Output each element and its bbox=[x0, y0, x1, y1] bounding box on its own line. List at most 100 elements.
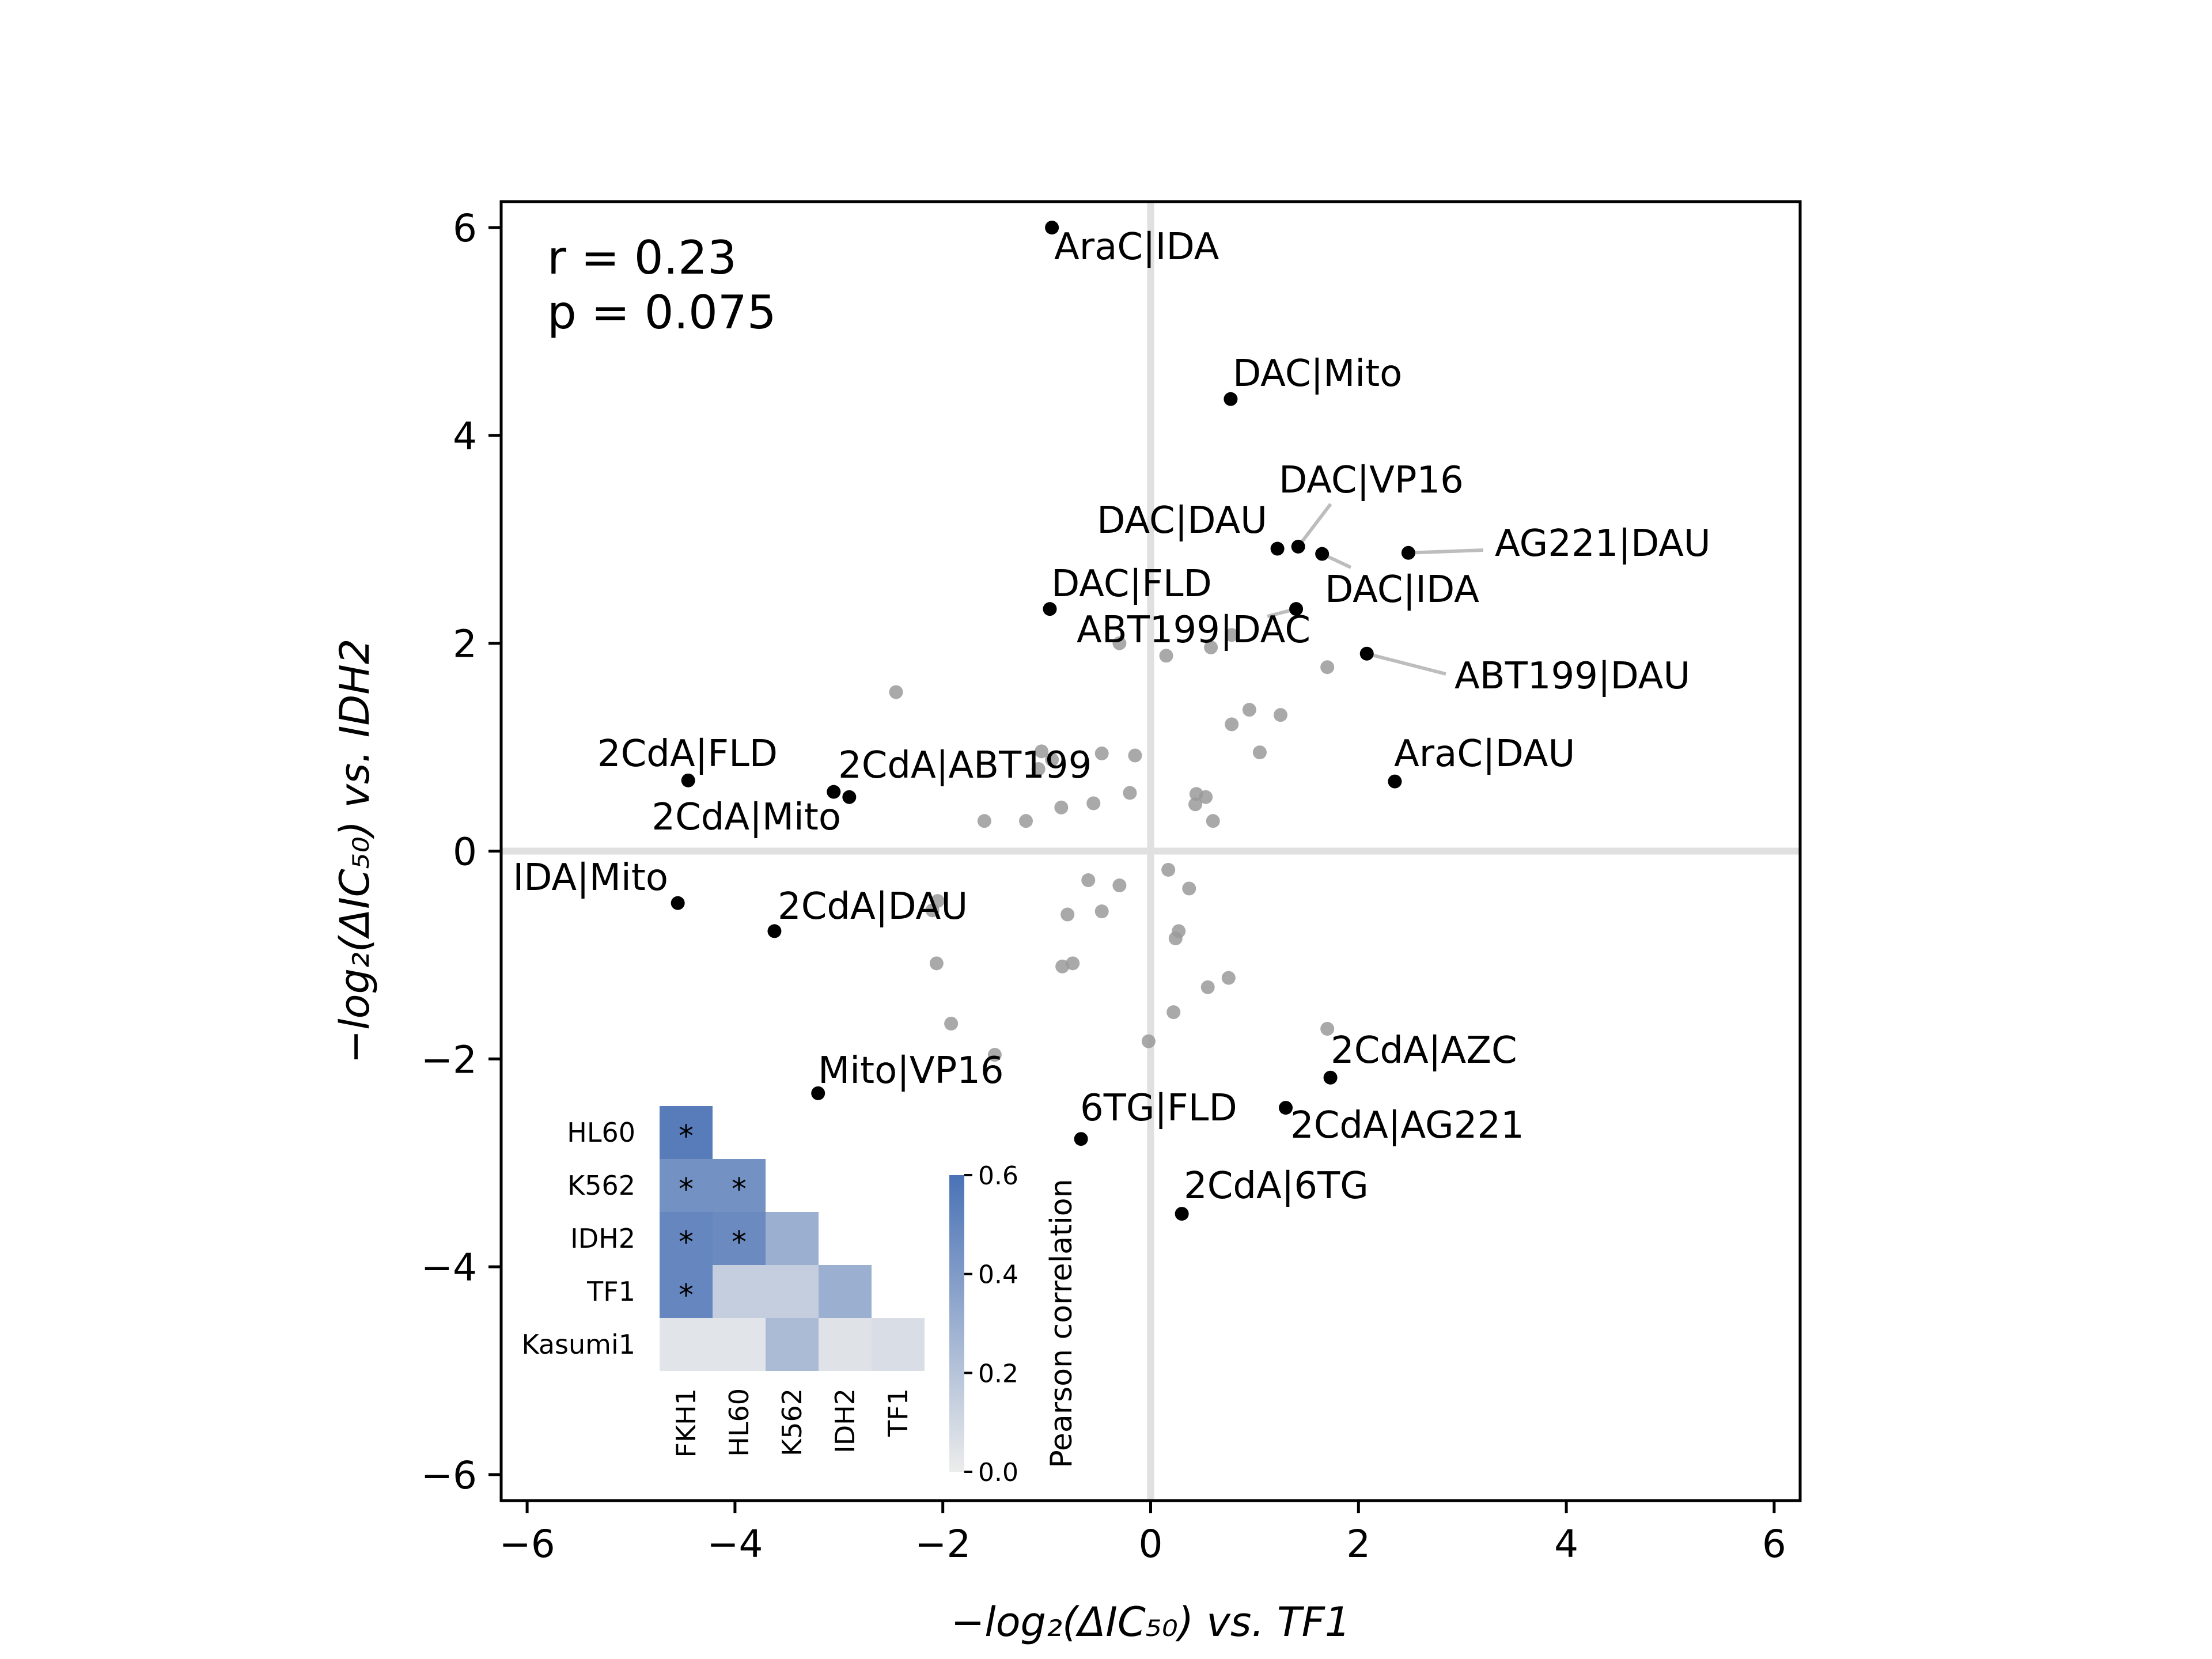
y-axis-ticks: −6 −4 −2 0 2 4 6 bbox=[421, 206, 501, 1498]
x-tick-label: −2 bbox=[915, 1522, 971, 1566]
heatmap-col-label: K562 bbox=[777, 1388, 808, 1456]
colorbar-label: Pearson correlation bbox=[1044, 1179, 1079, 1468]
y-tick-label: 4 bbox=[453, 414, 477, 459]
significance-marker: * bbox=[679, 1119, 694, 1154]
highlighted-point bbox=[681, 773, 695, 787]
highlighted-point bbox=[1074, 1132, 1088, 1146]
point-label: AraC|IDA bbox=[1054, 226, 1219, 268]
background-point bbox=[1054, 800, 1069, 815]
heatmap-col-label: FKH1 bbox=[671, 1388, 702, 1457]
background-point bbox=[1206, 814, 1220, 828]
background-point bbox=[1200, 980, 1215, 994]
reference-lines bbox=[501, 202, 1800, 1501]
leader-line bbox=[1408, 548, 1484, 555]
y-tick-label: −6 bbox=[421, 1453, 477, 1498]
y-tick-label: −2 bbox=[421, 1037, 477, 1082]
point-label: 2CdA|Mito bbox=[652, 796, 841, 839]
background-point bbox=[1242, 703, 1256, 717]
point-label: 2CdA|DAU bbox=[778, 885, 968, 928]
background-point bbox=[929, 956, 944, 971]
background-point bbox=[987, 1048, 1002, 1062]
x-tick-label: 6 bbox=[1762, 1522, 1786, 1566]
significance-marker: * bbox=[679, 1225, 694, 1260]
x-axis-ticks: −6 −4 −2 0 2 4 6 bbox=[499, 1501, 1786, 1566]
highlighted-point bbox=[1175, 1207, 1189, 1221]
heatmap-cell bbox=[660, 1318, 713, 1371]
background-point bbox=[1123, 786, 1137, 800]
point-label: 2CdA|FLD bbox=[597, 733, 778, 775]
background-point bbox=[1320, 660, 1335, 675]
point-label: DAC|Mito bbox=[1233, 353, 1402, 395]
y-tick-label: 0 bbox=[453, 830, 477, 874]
background-point bbox=[1066, 956, 1080, 971]
point-label: 2CdA|6TG bbox=[1184, 1165, 1369, 1207]
background-point bbox=[977, 814, 991, 828]
heatmap-cell bbox=[660, 1106, 713, 1159]
correlation-heatmap: * * * * * * HL60 K562 IDH2 TF1 Kasumi1 FKH1 HL60 K562… bbox=[521, 1106, 925, 1457]
point-label: ABT199|DAU bbox=[1455, 655, 1690, 698]
p-value-annotation: p = 0.075 bbox=[547, 286, 777, 339]
background-point bbox=[1166, 1005, 1181, 1020]
y-tick-label: 6 bbox=[453, 206, 477, 251]
background-point bbox=[1112, 878, 1127, 893]
background-point bbox=[889, 685, 903, 699]
y-axis-label: −log₂(ΔIC₅₀) vs. IDH2 bbox=[331, 639, 378, 1064]
highlighted-point bbox=[1315, 547, 1330, 561]
background-point bbox=[1094, 904, 1109, 919]
background-point bbox=[1188, 797, 1203, 812]
significance-marker: * bbox=[732, 1225, 747, 1260]
correlation-r-annotation: r = 0.23 bbox=[547, 231, 737, 285]
heatmap-cell bbox=[872, 1318, 925, 1371]
heatmap-cell bbox=[766, 1265, 819, 1318]
leader-line bbox=[1297, 503, 1332, 548]
x-tick-label: 0 bbox=[1139, 1522, 1163, 1566]
point-label: AG221|DAU bbox=[1495, 522, 1711, 565]
colorbar: 0.0 0.2 0.4 0.6 Pearson correlation bbox=[949, 1161, 1079, 1487]
background-point bbox=[1204, 640, 1218, 654]
background-point bbox=[1081, 873, 1096, 888]
background-point bbox=[1112, 636, 1127, 650]
highlighted-point bbox=[1270, 541, 1285, 556]
heatmap-cell bbox=[766, 1212, 819, 1265]
background-point bbox=[1320, 1021, 1335, 1036]
colorbar-tick-label: 0.6 bbox=[978, 1161, 1018, 1191]
x-axis-label: −log₂(ΔIC₅₀) vs. TF1 bbox=[951, 1599, 1351, 1646]
heatmap-col-label: TF1 bbox=[882, 1388, 914, 1437]
background-point bbox=[1252, 745, 1267, 760]
highlighted-point bbox=[1045, 221, 1059, 235]
colorbar-tick-label: 0.0 bbox=[978, 1458, 1018, 1487]
heatmap-col-label: HL60 bbox=[724, 1388, 755, 1457]
heatmap-col-label: IDH2 bbox=[830, 1388, 861, 1453]
heatmap-cell bbox=[660, 1159, 713, 1212]
highlighted-point bbox=[767, 924, 782, 938]
heatmap-row-label: TF1 bbox=[586, 1276, 635, 1307]
point-label: 2CdA|ABT199 bbox=[838, 744, 1092, 787]
heatmap-row-label: IDH2 bbox=[570, 1223, 635, 1254]
point-label: DAC|DAU bbox=[1097, 499, 1267, 542]
highlighted-points bbox=[671, 221, 1415, 1221]
highlighted-point bbox=[842, 790, 857, 804]
background-point bbox=[925, 903, 940, 918]
heatmap-cell bbox=[713, 1212, 766, 1265]
y-tick-label: 2 bbox=[453, 622, 477, 666]
background-point bbox=[1225, 717, 1239, 732]
highlighted-point bbox=[827, 785, 841, 799]
highlighted-point bbox=[1043, 602, 1057, 616]
heatmap-cell bbox=[660, 1265, 713, 1318]
colorbar-gradient bbox=[949, 1175, 964, 1472]
heatmap-cell bbox=[713, 1159, 766, 1212]
x-tick-label: −4 bbox=[707, 1522, 763, 1566]
heatmap-cell bbox=[660, 1212, 713, 1265]
background-point bbox=[1221, 971, 1236, 985]
point-label: IDA|Mito bbox=[513, 857, 668, 899]
highlighted-point bbox=[671, 896, 685, 910]
point-labels: AraC|IDA DAC|Mito DAC|VP16 DAC|DAU DAC|IDA AG… bbox=[513, 226, 1710, 1207]
background-point bbox=[1060, 907, 1075, 922]
background-point bbox=[944, 1016, 959, 1031]
background-point bbox=[1128, 748, 1142, 763]
background-point bbox=[1161, 862, 1176, 877]
background-point bbox=[1225, 628, 1239, 642]
point-label: DAC|IDA bbox=[1325, 569, 1479, 611]
colorbar-tick-label: 0.2 bbox=[978, 1359, 1018, 1388]
point-label: DAC|VP16 bbox=[1279, 459, 1464, 502]
